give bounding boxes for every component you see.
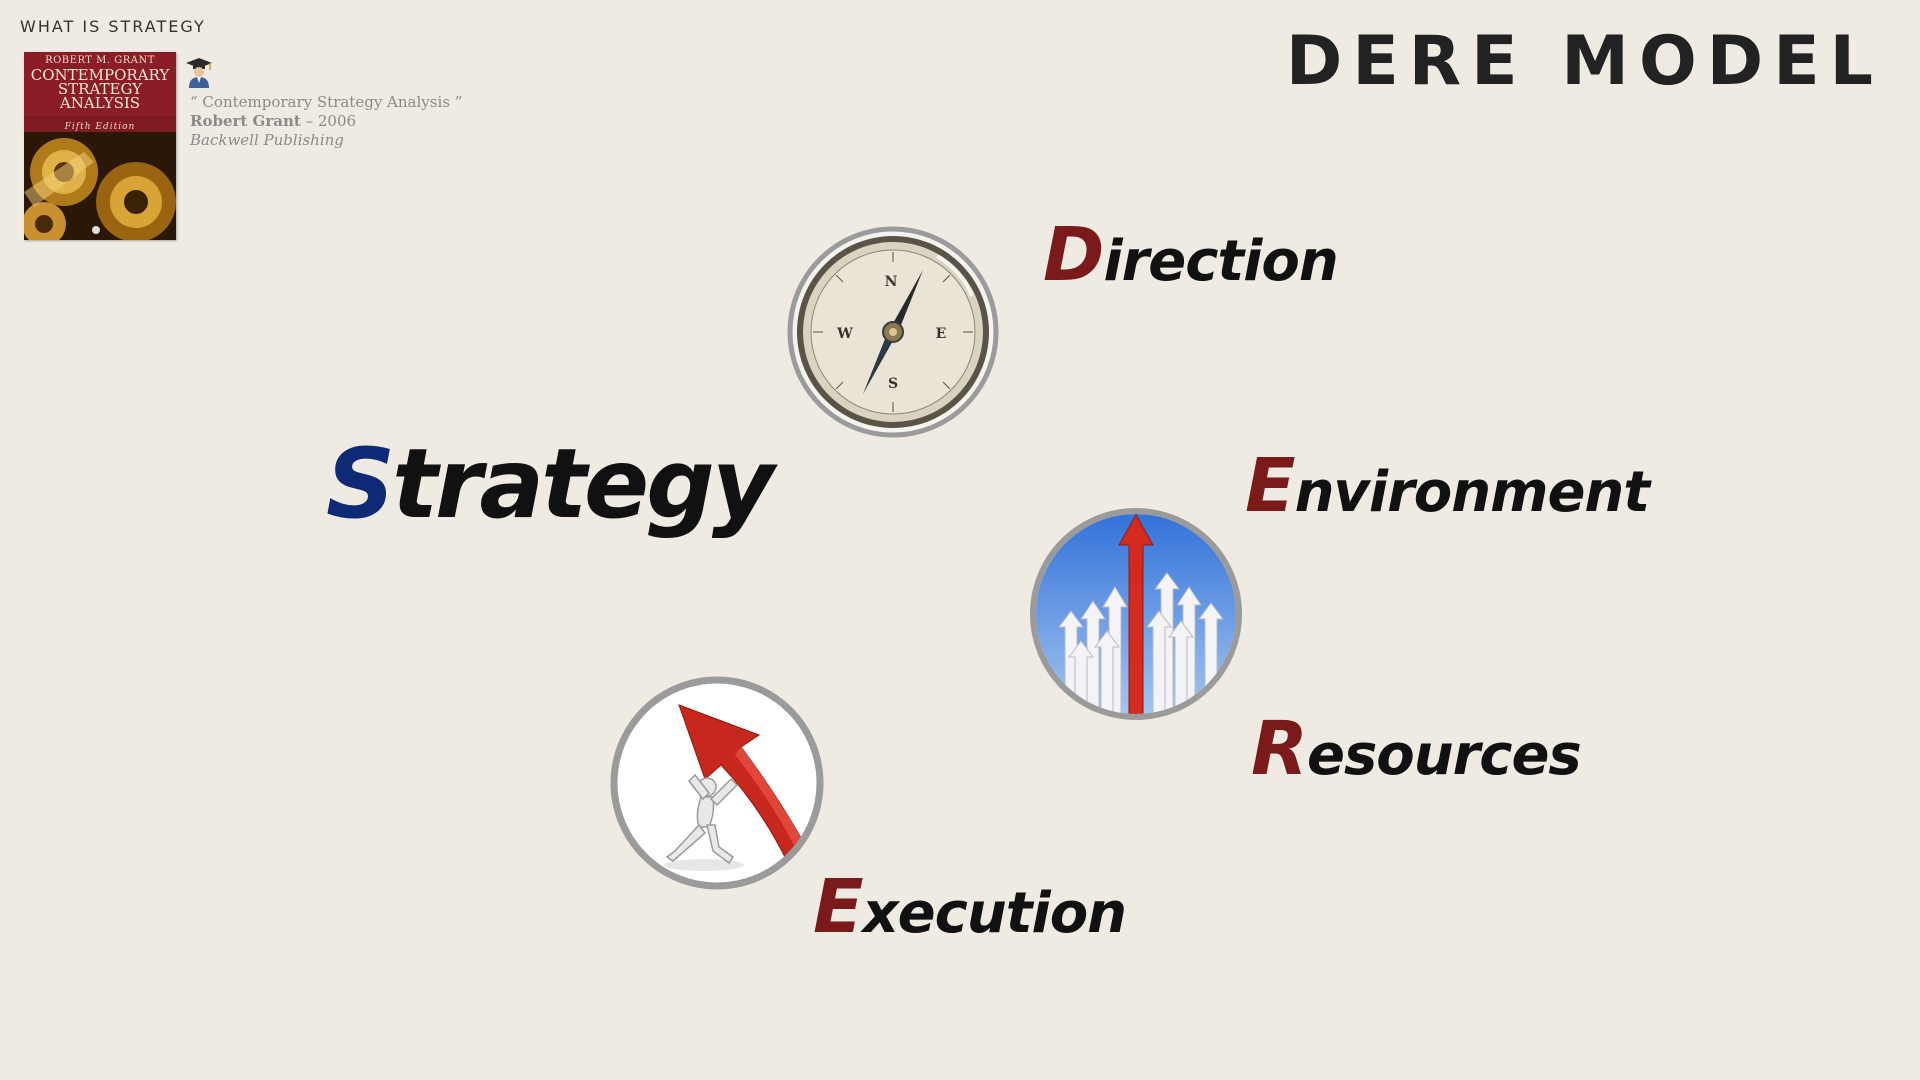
citation: “ Contemporary Strategy Analysis ” Rober… — [190, 93, 462, 150]
citation-title: “ Contemporary Strategy Analysis ” — [190, 93, 463, 111]
svg-text:S: S — [888, 376, 898, 392]
compass-icon: N S W E — [787, 226, 999, 438]
environment-label: Environment — [1245, 443, 1650, 529]
execution-label: Execution — [813, 864, 1127, 950]
graduate-professor-icon — [186, 58, 212, 88]
citation-publisher: Backwell Publishing — [190, 131, 344, 149]
citation-author-line: Robert Grant – 2006 — [190, 112, 357, 130]
resources-label: Resources — [1251, 706, 1582, 792]
direction-label: Direction — [1043, 212, 1339, 298]
strategy-word: Strategy — [326, 428, 774, 540]
svg-text:N: N — [885, 274, 898, 290]
rising-arrows-icon — [1030, 508, 1242, 720]
book-author: ROBERT M. GRANT — [45, 55, 155, 66]
book-edition: Fifth Edition — [64, 122, 136, 132]
gears-image — [24, 132, 176, 240]
book-cover: ROBERT M. GRANT CONTEMPORARY STRATEGY AN… — [24, 52, 176, 240]
slide-title: DERE MODEL — [1285, 22, 1883, 101]
figure-pushing-arrow-icon — [610, 676, 824, 890]
svg-text:E: E — [936, 326, 947, 342]
book-title: CONTEMPORARY STRATEGY ANALYSIS — [30, 66, 170, 112]
svg-text:W: W — [836, 326, 853, 342]
section-label: WHAT IS STRATEGY — [20, 17, 206, 36]
